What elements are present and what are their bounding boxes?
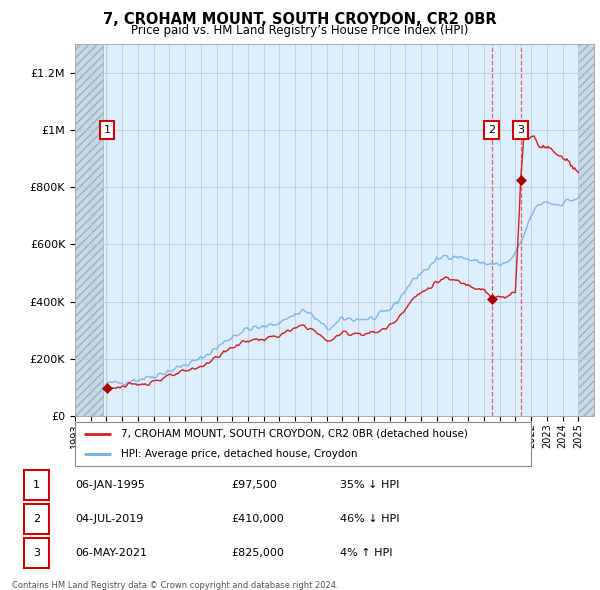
Text: £825,000: £825,000 [231, 548, 284, 558]
FancyBboxPatch shape [23, 470, 49, 500]
Text: 7, CROHAM MOUNT, SOUTH CROYDON, CR2 0BR (detached house): 7, CROHAM MOUNT, SOUTH CROYDON, CR2 0BR … [121, 429, 467, 439]
Text: £410,000: £410,000 [231, 514, 284, 524]
FancyBboxPatch shape [23, 538, 49, 568]
Text: 06-JAN-1995: 06-JAN-1995 [76, 480, 145, 490]
Text: HPI: Average price, detached house, Croydon: HPI: Average price, detached house, Croy… [121, 449, 357, 459]
Bar [75, 44, 103, 416]
FancyBboxPatch shape [75, 422, 531, 466]
Bar [578, 44, 594, 416]
Text: 4% ↑ HPI: 4% ↑ HPI [340, 548, 393, 558]
Text: £97,500: £97,500 [231, 480, 277, 490]
Text: 04-JUL-2019: 04-JUL-2019 [76, 514, 144, 524]
Text: Contains HM Land Registry data © Crown copyright and database right 2024.: Contains HM Land Registry data © Crown c… [12, 581, 338, 589]
Text: 2: 2 [488, 125, 496, 135]
Text: 1: 1 [104, 125, 110, 135]
Text: 35% ↓ HPI: 35% ↓ HPI [340, 480, 400, 490]
FancyBboxPatch shape [23, 504, 49, 533]
Text: 2: 2 [33, 514, 40, 524]
Text: 3: 3 [517, 125, 524, 135]
Text: 06-MAY-2021: 06-MAY-2021 [76, 548, 148, 558]
Text: 1: 1 [33, 480, 40, 490]
Text: Price paid vs. HM Land Registry’s House Price Index (HPI): Price paid vs. HM Land Registry’s House … [131, 24, 469, 37]
Text: 3: 3 [33, 548, 40, 558]
Text: 7, CROHAM MOUNT, SOUTH CROYDON, CR2 0BR: 7, CROHAM MOUNT, SOUTH CROYDON, CR2 0BR [103, 12, 497, 27]
Text: 46% ↓ HPI: 46% ↓ HPI [340, 514, 400, 524]
